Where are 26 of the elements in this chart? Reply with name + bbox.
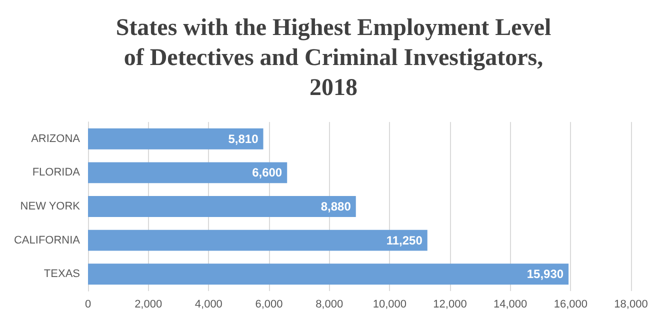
y-tick-label: FLORIDA [32, 166, 81, 179]
y-tick-label: ARIZONA [31, 132, 81, 145]
data-label: 11,250 [386, 233, 423, 248]
x-tick-label: 14,000 [494, 298, 528, 310]
data-label: 5,810 [228, 132, 259, 146]
y-tick-label: CALIFORNIA [14, 234, 81, 246]
bar [88, 162, 288, 184]
x-tick-label: 2,000 [134, 298, 162, 310]
chart-title: States with the Highest Employment Level of Detectives and Criminal Investigators, 2018 [116, 15, 552, 101]
x-tick-label: 10,000 [372, 298, 406, 310]
bar [88, 230, 428, 251]
y-tick-label: NEW YORK [20, 200, 81, 212]
data-label: 6,600 [252, 166, 282, 180]
x-tick-label: 8,000 [316, 298, 344, 310]
x-tick-label: 16,000 [554, 298, 588, 310]
bar [88, 264, 569, 285]
x-tick-label: 0 [84, 298, 92, 310]
data-label: 15,930 [526, 267, 564, 282]
x-tick-label: 4,000 [194, 298, 222, 310]
x-tick-label: 12,000 [433, 298, 467, 310]
bar [88, 196, 356, 217]
bar [88, 128, 264, 150]
y-tick-label: TEXAS [44, 268, 80, 280]
x-tick-label: 18,000 [614, 298, 648, 310]
data-label: 8,880 [320, 200, 352, 214]
x-tick-label: 6,000 [255, 298, 283, 310]
